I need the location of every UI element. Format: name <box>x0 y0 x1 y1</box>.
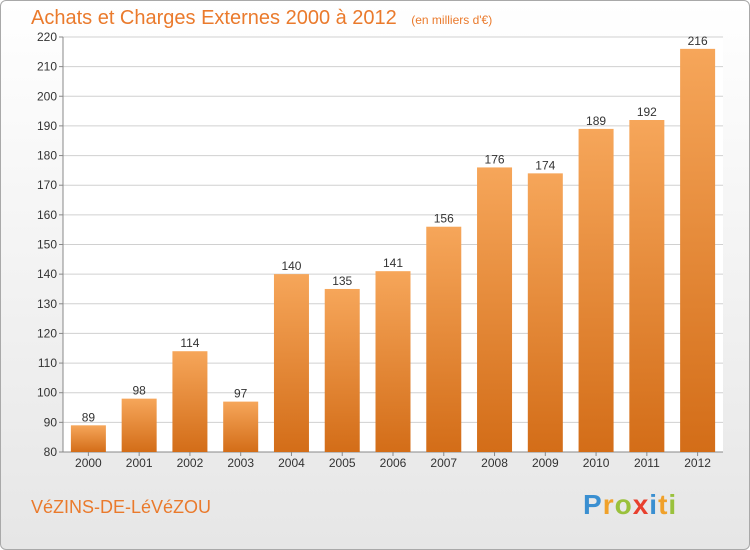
title-row: Achats et Charges Externes 2000 à 2012 (… <box>31 7 492 30</box>
logo-letter: i <box>668 489 678 520</box>
data-label: 114 <box>180 336 199 350</box>
x-tick-label: 2011 <box>634 456 660 470</box>
data-label: 216 <box>688 34 708 48</box>
data-label: 98 <box>132 384 146 398</box>
place-name: VéZINS-DE-LéVéZOU <box>31 497 212 517</box>
y-tick-label: 210 <box>37 60 57 74</box>
y-tick-label: 100 <box>37 386 57 400</box>
y-tick-label: 190 <box>37 119 57 133</box>
y-tick-label: 150 <box>37 238 57 252</box>
bar <box>477 167 513 452</box>
y-tick-label: 220 <box>37 30 57 44</box>
data-label: 192 <box>637 105 657 119</box>
y-tick-label: 160 <box>37 208 57 222</box>
bar <box>273 274 309 452</box>
chart-subtitle: (en milliers d'€) <box>411 13 493 27</box>
y-tick-label: 180 <box>37 149 57 163</box>
y-tick-label: 170 <box>37 178 57 192</box>
x-tick-label: 2010 <box>583 456 610 470</box>
data-label: 89 <box>82 410 96 424</box>
x-tick-label: 2003 <box>227 456 254 470</box>
bar <box>426 226 462 452</box>
bar <box>223 401 259 452</box>
x-tick-label: 2009 <box>532 456 559 470</box>
bar <box>324 288 360 452</box>
x-tick-label: 2005 <box>329 456 356 470</box>
y-tick-label: 200 <box>37 89 57 103</box>
x-tick-label: 2006 <box>380 456 407 470</box>
bar <box>527 173 563 452</box>
data-label: 140 <box>281 259 301 273</box>
proxiti-logo: Proxiti <box>583 489 677 521</box>
logo-letter: P <box>583 489 603 520</box>
x-tick-label: 2004 <box>278 456 305 470</box>
bar <box>578 128 614 452</box>
y-tick-label: 130 <box>37 297 57 311</box>
data-label: 174 <box>535 158 555 172</box>
data-label: 156 <box>434 212 454 226</box>
logo-letter: o <box>614 489 633 520</box>
bar <box>121 398 157 452</box>
bar <box>70 425 106 452</box>
data-label: 97 <box>234 387 248 401</box>
bar <box>680 48 716 452</box>
logo-letter: x <box>632 489 650 520</box>
y-tick-label: 120 <box>37 326 57 340</box>
data-label: 176 <box>485 152 505 166</box>
logo-letter: i <box>649 489 659 520</box>
x-tick-label: 2001 <box>126 456 153 470</box>
data-label: 189 <box>586 114 606 128</box>
x-tick-label: 2012 <box>684 456 711 470</box>
logo-letter: r <box>602 489 615 520</box>
y-tick-label: 110 <box>38 356 57 370</box>
y-tick-label: 140 <box>37 267 57 281</box>
data-label: 141 <box>383 256 403 270</box>
chart-title: Achats et Charges Externes 2000 à 2012 <box>31 7 397 29</box>
bar <box>375 271 411 452</box>
y-tick-label: 80 <box>44 445 58 459</box>
x-tick-label: 2002 <box>177 456 204 470</box>
x-tick-label: 2000 <box>75 456 102 470</box>
x-tick-label: 2008 <box>481 456 508 470</box>
y-tick-label: 90 <box>44 415 58 429</box>
data-label: 135 <box>332 274 352 288</box>
bar <box>172 351 208 452</box>
bar <box>629 120 665 452</box>
logo-letter: t <box>658 489 669 520</box>
x-tick-label: 2007 <box>430 456 457 470</box>
